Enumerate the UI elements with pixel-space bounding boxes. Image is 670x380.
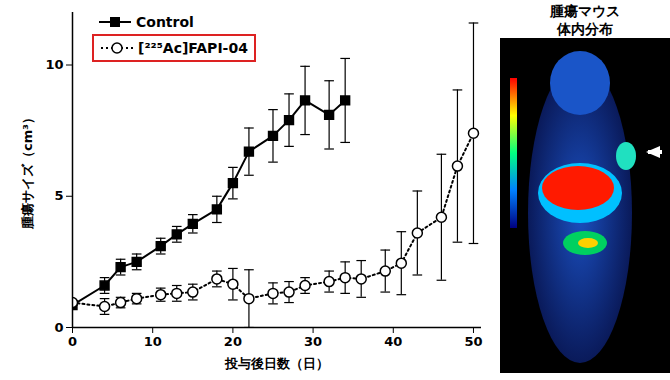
svg-text:0: 0 [54,320,63,335]
svg-text:50: 50 [464,334,482,349]
svg-text:5: 5 [54,188,63,203]
html-text:体内分布: 体内分布 [557,21,613,37]
html-text:[²²⁵Ac]FAPI-04: [²²⁵Ac]FAPI-04 [138,40,248,56]
svg-text:30: 30 [304,334,322,349]
html-text:腫瘍マウス: 腫瘍マウス [550,3,620,19]
svg-text:10: 10 [45,57,63,72]
html-text:Control: Control [136,14,194,30]
svg-text:40: 40 [384,334,402,349]
svg-text:20: 20 [224,334,242,349]
svg-text:0: 0 [68,334,77,349]
svg-text:投与後日数（日）: 投与後日数（日） [224,356,329,371]
svg-text:10: 10 [144,334,162,349]
svg-text:腫瘍サイズ（cm³）: 腫瘍サイズ（cm³） [20,111,35,230]
